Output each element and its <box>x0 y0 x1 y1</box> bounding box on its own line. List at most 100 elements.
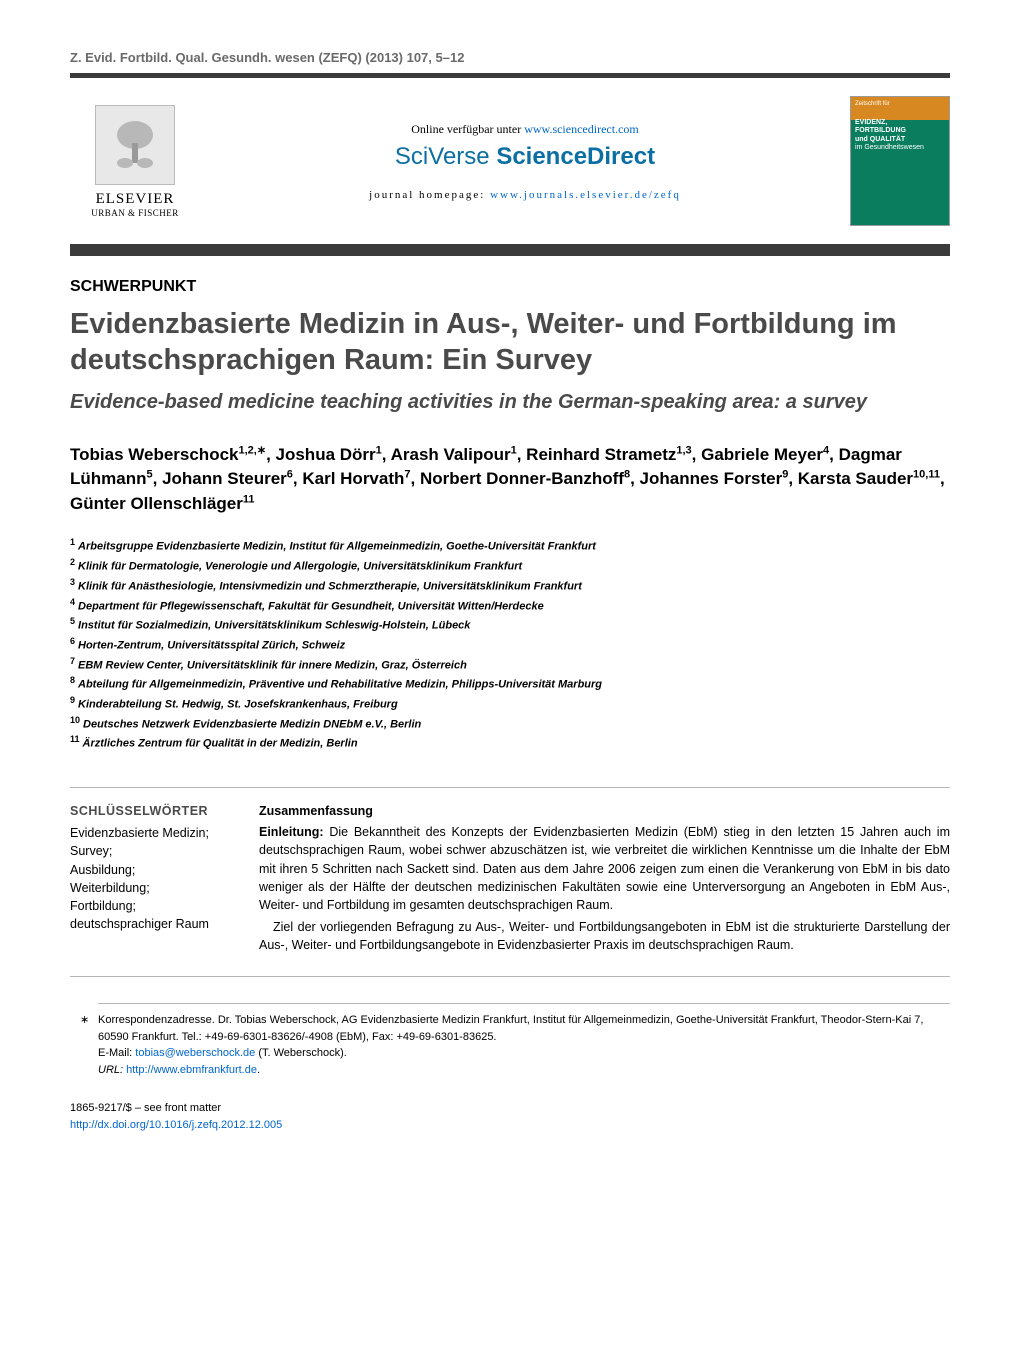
author-name: Johannes Forster <box>640 469 783 488</box>
publisher-subname: URBAN & FISCHER <box>70 208 200 218</box>
affil-number: 11 <box>70 734 80 744</box>
homepage-label: journal homepage: <box>369 189 490 201</box>
affil-number: 5 <box>70 616 75 626</box>
affiliation-item: 4Department für Pflegewissenschaft, Faku… <box>70 596 950 616</box>
abstract-p1-label: Einleitung: <box>259 825 324 839</box>
asterisk-icon: ∗ <box>80 1012 89 1029</box>
author-affil-marker: 9 <box>782 468 788 480</box>
author-affil-marker: 1 <box>511 444 517 456</box>
affiliation-item: 7EBM Review Center, Universitätsklinik f… <box>70 655 950 675</box>
abstract-p1: Einleitung: Die Bekanntheit des Konzepts… <box>259 823 950 914</box>
affil-number: 7 <box>70 656 75 666</box>
author-name: Tobias Weberschock <box>70 445 238 464</box>
abstract-heading: Zusammenfassung <box>259 802 950 820</box>
author-name: Gabriele Meyer <box>701 445 823 464</box>
sciverse-a: SciVerse <box>395 143 496 170</box>
affiliation-item: 1Arbeitsgruppe Evidenzbasierte Medizin, … <box>70 536 950 556</box>
affiliation-item: 2Klinik für Dermatologie, Venerologie un… <box>70 556 950 576</box>
publisher-logo-block: ELSEVIER URBAN & FISCHER <box>70 105 200 218</box>
keyword-item: Ausbildung; <box>70 863 135 877</box>
article-title-de: Evidenzbasierte Medizin in Aus-, Weiter-… <box>70 306 950 379</box>
correspondence-email-line: E-Mail: tobias@weberschock.de (T. Webers… <box>98 1045 950 1062</box>
author-affil-marker: 1,2,∗ <box>238 444 266 456</box>
abstract-p2: Ziel der vorliegenden Befragung zu Aus-,… <box>259 918 950 954</box>
author-name: Johann Steurer <box>162 469 287 488</box>
abstract-column: Zusammenfassung Einleitung: Die Bekannth… <box>259 802 950 958</box>
sciverse-b: ScienceDirect <box>496 143 655 170</box>
affiliation-item: 9Kinderabteilung St. Hedwig, St. Josefsk… <box>70 694 950 714</box>
cover-line2: FORTBILDUNG <box>855 127 945 135</box>
cover-line1: EVIDENZ, <box>855 119 945 127</box>
keyword-item: Survey; <box>70 844 112 858</box>
url-label: URL: <box>98 1064 126 1076</box>
doi-link[interactable]: http://dx.doi.org/10.1016/j.zefq.2012.12… <box>70 1119 282 1131</box>
affiliation-item: 8Abteilung für Allgemeinmedizin, Prävent… <box>70 674 950 694</box>
author-name: Günter Ollenschläger <box>70 494 243 513</box>
affiliations-list: 1Arbeitsgruppe Evidenzbasierte Medizin, … <box>70 536 950 753</box>
author-affil-marker: 5 <box>147 468 153 480</box>
correspondence-url-line: URL: http://www.ebmfrankfurt.de. <box>98 1062 950 1079</box>
affil-number: 10 <box>70 715 80 725</box>
sciverse-logo: SciVerse ScienceDirect <box>220 143 830 171</box>
running-head: Z. Evid. Fortbild. Qual. Gesundh. wesen … <box>70 50 950 65</box>
author-affil-marker: 1,3 <box>676 444 691 456</box>
author-name: Reinhard Strametz <box>526 445 676 464</box>
cover-line4: im Gesundheitswesen <box>855 144 945 152</box>
affil-number: 2 <box>70 557 75 567</box>
article-title-en: Evidence-based medicine teaching activit… <box>70 389 950 415</box>
author-affil-marker: 7 <box>404 468 410 480</box>
author-affil-marker: 8 <box>624 468 630 480</box>
affil-number: 1 <box>70 537 75 547</box>
author-affil-marker: 6 <box>287 468 293 480</box>
author-name: Norbert Donner-Banzhoff <box>420 469 624 488</box>
online-text: Online verfügbar unter <box>411 122 524 136</box>
author-name: Karsta Sauder <box>798 469 913 488</box>
author-affil-marker: 11 <box>243 493 255 505</box>
affil-number: 8 <box>70 675 75 685</box>
keywords-items: Evidenzbasierte Medizin; Survey; Ausbildun… <box>70 824 235 933</box>
affiliation-item: 5Institut für Sozialmedizin, Universität… <box>70 615 950 635</box>
author-name: Karl Horvath <box>302 469 404 488</box>
elsevier-tree-icon <box>95 105 175 185</box>
keyword-item: Evidenzbasierte Medizin; <box>70 826 209 840</box>
affil-number: 4 <box>70 597 75 607</box>
affil-number: 9 <box>70 695 75 705</box>
cover-line3: und QUALITÄT <box>855 136 945 144</box>
homepage-link[interactable]: www.journals.elsevier.de/zefq <box>490 189 681 201</box>
affil-number: 3 <box>70 577 75 587</box>
cover-top: Zeitschrift für <box>855 101 945 119</box>
journal-cover-thumbnail: Zeitschrift für EVIDENZ, FORTBILDUNG und… <box>850 96 950 226</box>
email-label: E-Mail: <box>98 1047 135 1059</box>
correspondence-line1: Korrespondenzadresse. Dr. Tobias Webersc… <box>98 1012 950 1045</box>
issn-line: 1865-9217/$ – see front matter <box>70 1100 950 1117</box>
affiliation-item: 3Klinik für Anästhesiologie, Intensivmed… <box>70 576 950 596</box>
abstract-p1-text: Die Bekanntheit des Konzepts der Evidenz… <box>259 825 950 912</box>
publisher-name: ELSEVIER <box>70 191 200 208</box>
author-affil-marker: 10,11 <box>913 468 940 480</box>
journal-homepage: journal homepage: www.journals.elsevier.… <box>220 189 830 201</box>
affiliation-item: 6Horten-Zentrum, Universitätsspital Züri… <box>70 635 950 655</box>
correspondence-email-link[interactable]: tobias@weberschock.de <box>135 1047 255 1059</box>
thick-rule <box>70 244 950 256</box>
author-affil-marker: 1 <box>376 444 382 456</box>
masthead: ELSEVIER URBAN & FISCHER Online verfügba… <box>70 96 950 226</box>
keyword-item: Weiterbildung; <box>70 881 150 895</box>
email-tail: (T. Weberschock). <box>255 1047 347 1059</box>
correspondence-block: ∗ Korrespondenzadresse. Dr. Tobias Weber… <box>98 1003 950 1078</box>
keyword-item: deutschsprachiger Raum <box>70 917 209 931</box>
keywords-heading: SCHLÜSSELWÖRTER <box>70 802 235 820</box>
author-name: Joshua Dörr <box>276 445 376 464</box>
affil-number: 6 <box>70 636 75 646</box>
affiliation-item: 11Ärztliches Zentrum für Qualität in der… <box>70 733 950 753</box>
author-name: Arash Valipour <box>391 445 511 464</box>
sciencedirect-link[interactable]: www.sciencedirect.com <box>524 122 639 136</box>
keywords-column: SCHLÜSSELWÖRTER Evidenzbasierte Medizin;… <box>70 802 235 958</box>
keyword-item: Fortbildung; <box>70 899 136 913</box>
authors-list: Tobias Weberschock1,2,∗, Joshua Dörr1, A… <box>70 443 950 517</box>
correspondence-url-link[interactable]: http://www.ebmfrankfurt.de <box>126 1064 257 1076</box>
affiliation-item: 10Deutsches Netzwerk Evidenzbasierte Med… <box>70 714 950 734</box>
header-rule <box>70 73 950 78</box>
url-tail: . <box>257 1064 260 1076</box>
online-availability: Online verfügbar unter www.sciencedirect… <box>220 122 830 137</box>
footer-block: 1865-9217/$ – see front matter http://dx… <box>70 1100 950 1133</box>
